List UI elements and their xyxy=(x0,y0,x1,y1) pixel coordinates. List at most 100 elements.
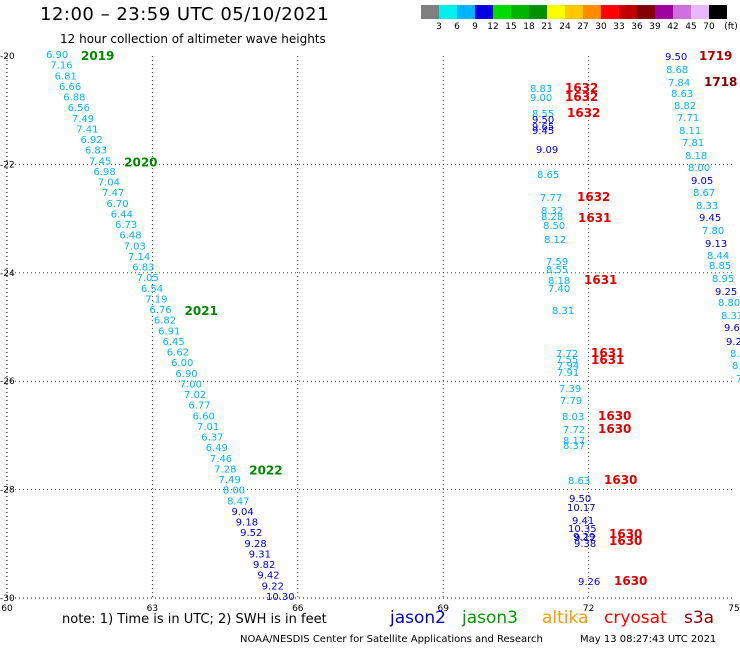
wave-height-label: 6.88 xyxy=(63,93,85,104)
legend-swatch xyxy=(493,5,511,19)
wave-height-label: 7.16 xyxy=(50,61,72,72)
legend-swatch xyxy=(673,5,691,19)
wave-height-label: 8.28 xyxy=(541,212,563,223)
wave-height-label: 9.45 xyxy=(699,213,721,224)
wave-height-label: 9.50 xyxy=(665,52,687,63)
wave-height-label: 9.00 xyxy=(530,93,552,104)
wave-height-label: 9.04 xyxy=(231,507,253,518)
wave-height-label: 6.92 xyxy=(81,135,103,146)
pass-time-label: 1631 xyxy=(591,353,624,367)
wave-height-label: 8.85 xyxy=(709,261,731,272)
legend-tick: 15 xyxy=(505,22,517,32)
legend-tick: 18 xyxy=(523,22,535,32)
satellite-jason3: jason3 xyxy=(462,608,518,628)
wave-height-label: 9.2 xyxy=(726,337,740,348)
legend-swatch xyxy=(655,5,673,19)
legend-swatch xyxy=(691,5,709,19)
wave-height-label: 7.00 xyxy=(180,379,202,390)
pass-time-label: 1632 xyxy=(577,190,610,204)
wave-height-label: 6.00 xyxy=(171,358,193,369)
wave-height-label: 8.67 xyxy=(693,188,715,199)
wave-height-label: 8.00 xyxy=(223,486,245,497)
wave-height-label: 6.76 xyxy=(150,305,172,316)
x-tick-label: 72 xyxy=(583,604,594,614)
legend-tick: 9 xyxy=(472,22,478,32)
map-grid xyxy=(6,56,734,599)
legend-tick: 12 xyxy=(487,22,499,32)
wave-height-label: 9.26 xyxy=(578,577,600,588)
wave-height-label: 9.6 xyxy=(724,323,740,334)
wave-height-label: 8. xyxy=(732,361,740,372)
wave-height-label: 8.17 xyxy=(563,436,585,447)
pass-time-label: 1630 xyxy=(609,534,642,548)
legend-tick: 21 xyxy=(541,22,553,32)
wave-height-label: 9.05 xyxy=(691,176,713,187)
satellite-cryosat: cryosat xyxy=(604,608,667,628)
wave-height-label: 7.02 xyxy=(184,390,206,401)
wave-height-label: 8.18 xyxy=(685,151,707,162)
wave-height-label: 8.31 xyxy=(552,306,574,317)
wave-height-label: 7.49 xyxy=(219,475,241,486)
y-tick-label: -26 xyxy=(0,377,15,387)
year-label: 2019 xyxy=(81,49,114,63)
wave-height-label: 9.22 xyxy=(262,581,284,592)
legend-tick: 33 xyxy=(613,22,625,32)
pass-time-label: 1630 xyxy=(598,422,631,436)
wave-height-label: 8.32 xyxy=(541,206,563,217)
wave-height-label: 6.83 xyxy=(132,263,154,274)
wave-height-label: 9.50 xyxy=(569,494,591,505)
pass-time-label: 1630 xyxy=(609,527,642,541)
wave-height-label: 8.50 xyxy=(543,221,565,232)
wave-height-label: 7.46 xyxy=(210,454,232,465)
wave-height-label: 9.25 xyxy=(715,287,737,298)
wave-height-label: 7.59 xyxy=(546,257,568,268)
wave-height-label: 8. xyxy=(730,349,740,360)
wave-height-label: 9.18 xyxy=(236,518,258,529)
wave-height-label: 7.77 xyxy=(540,193,562,204)
wave-height-label: 9.45 xyxy=(532,126,554,137)
wave-height-label: 9.52 xyxy=(240,528,262,539)
wave-height-label: 8.65 xyxy=(537,170,559,181)
y-tick-label: -20 xyxy=(0,52,15,62)
satellite-altika: altika xyxy=(542,608,589,628)
year-label: 2021 xyxy=(185,304,218,318)
timestamp: May 13 08:27:43 UTC 2021 xyxy=(580,634,717,645)
legend-tick: 70 xyxy=(703,22,715,32)
wave-height-label: 6.66 xyxy=(59,82,81,93)
wave-height-label: 6.98 xyxy=(93,167,115,178)
note-text: note: 1) Time is in UTC; 2) SWH is in fe… xyxy=(62,612,327,627)
wave-height-label: 9.50 xyxy=(532,115,554,126)
legend-tick: 3 xyxy=(436,22,442,32)
x-tick-label: 63 xyxy=(147,604,158,614)
wave-height-label: 6.45 xyxy=(162,337,184,348)
legend-tick: 45 xyxy=(685,22,697,32)
wave-height-label: 7.04 xyxy=(98,178,120,189)
wave-height-label: 7.49 xyxy=(72,114,94,125)
y-tick-label: -30 xyxy=(0,594,15,604)
wave-height-label: 8.33 xyxy=(696,201,718,212)
wave-height-label: 8.82 xyxy=(674,101,696,112)
y-tick-label: -24 xyxy=(0,269,15,279)
wave-height-label: 7.94 xyxy=(557,361,579,372)
pass-time-label: 1630 xyxy=(614,574,647,588)
wave-height-label: 9.09 xyxy=(536,145,558,156)
credit-text: NOAA/NESDIS Center for Satellite Applica… xyxy=(240,634,543,645)
wave-height-label: 9.41 xyxy=(572,516,594,527)
wave-height-label: 10.30 xyxy=(266,592,295,603)
wave-height-label: 9.31 xyxy=(249,549,271,560)
wave-height-label: 6.82 xyxy=(154,316,176,327)
legend-tick: 30 xyxy=(595,22,607,32)
wave-height-label: 8.12 xyxy=(544,235,566,246)
legend-swatch xyxy=(601,5,619,19)
wave-height-label: 7.80 xyxy=(702,226,724,237)
wave-height-label: 6.48 xyxy=(119,231,141,242)
page-title: 12:00 – 23:59 UTC 05/10/2021 xyxy=(40,4,330,25)
wave-height-label: 8.68 xyxy=(666,65,688,76)
pass-time-label: 1631 xyxy=(584,273,617,287)
wave-height-label: 6.54 xyxy=(141,284,163,295)
legend-tick: 27 xyxy=(577,22,589,32)
wave-height-label: 7.72 xyxy=(563,425,585,436)
legend-swatch xyxy=(457,5,475,19)
